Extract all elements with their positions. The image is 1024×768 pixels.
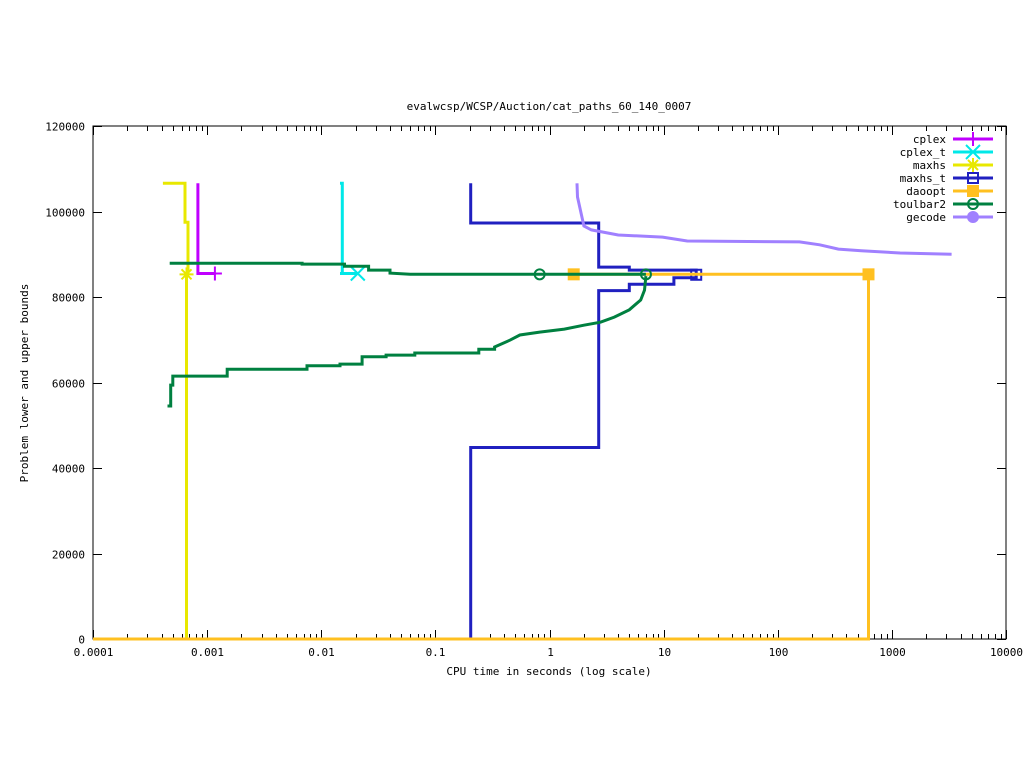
series-line-cplex <box>196 183 215 275</box>
series-maxhs <box>93 181 194 641</box>
legend-marker-maxhs_t <box>967 172 979 184</box>
series-cplex_t <box>340 181 366 282</box>
series-line-toulbar2 <box>167 275 648 408</box>
axes: 0.0001 0.001 0.01 0.1 1 10 100 1000 100000200004… <box>45 121 1023 660</box>
series-gecode <box>575 183 952 256</box>
x-tick-label: 100 <box>769 646 789 659</box>
data-point-toulbar2 <box>533 268 546 281</box>
data-point-maxhs <box>179 267 194 282</box>
y-tick-label: 0 <box>78 634 85 647</box>
chart-title: evalwcsp/WCSP/Auction/cat_paths_60_140_0… <box>407 100 692 113</box>
plot-area <box>93 181 952 641</box>
series-line-maxhs_t <box>469 274 698 639</box>
y-tick-label: 40000 <box>52 463 85 476</box>
series-line-maxhs_t <box>469 183 698 275</box>
x-tick-label: 10000 <box>990 646 1023 659</box>
x-tick-label: 0.0001 <box>74 646 114 659</box>
y-tick-label: 120000 <box>45 121 85 134</box>
series-maxhs_t <box>469 183 703 639</box>
series-line-toulbar2 <box>169 261 646 276</box>
series-line-gecode <box>575 183 952 256</box>
data-point-daoopt <box>862 268 875 281</box>
legend-marker-gecode <box>967 211 979 223</box>
legend-label: maxhs <box>913 159 946 172</box>
legend-marker-daoopt <box>967 185 979 197</box>
x-tick-label: 0.01 <box>308 646 335 659</box>
series-line-maxhs <box>162 181 190 275</box>
y-tick-label: 80000 <box>52 292 85 305</box>
y-axis-label: Problem lower and upper bounds <box>18 284 31 483</box>
series-line-daoopt <box>93 274 870 641</box>
series-toulbar2 <box>167 261 652 408</box>
y-tick-label: 100000 <box>45 207 85 220</box>
legend-marker-cplex <box>966 132 980 146</box>
legend-label: maxhs_t <box>900 172 946 185</box>
legend-label: toulbar2 <box>893 198 946 211</box>
legend-label: cplex <box>913 133 946 146</box>
data-point-toulbar2 <box>639 268 652 281</box>
x-tick-label: 10 <box>658 646 671 659</box>
legend-marker-toulbar2 <box>967 198 979 210</box>
y-tick-label: 20000 <box>52 549 85 562</box>
series-line-cplex_t <box>340 181 358 275</box>
legend-label: daoopt <box>906 185 946 198</box>
x-tick-label: 0.1 <box>426 646 446 659</box>
legend: cplexcplex_tmaxhsmaxhs_tdaoopttoulbar2ge… <box>893 132 993 224</box>
x-axis-label: CPU time in seconds (log scale) <box>446 665 651 678</box>
x-tick-label: 1 <box>547 646 554 659</box>
legend-label: gecode <box>906 211 946 224</box>
legend-marker-cplex_t <box>965 144 981 160</box>
x-tick-label: 0.001 <box>191 646 224 659</box>
series-daoopt <box>93 268 875 641</box>
data-point-cplex_t <box>350 265 366 282</box>
legend-marker-maxhs <box>966 158 980 172</box>
y-tick-label: 60000 <box>52 378 85 391</box>
legend-label: cplex_t <box>900 146 946 159</box>
series-cplex <box>196 183 222 281</box>
x-tick-label: 1000 <box>879 646 906 659</box>
series-line-maxhs <box>93 274 188 641</box>
data-point-cplex <box>207 266 222 281</box>
